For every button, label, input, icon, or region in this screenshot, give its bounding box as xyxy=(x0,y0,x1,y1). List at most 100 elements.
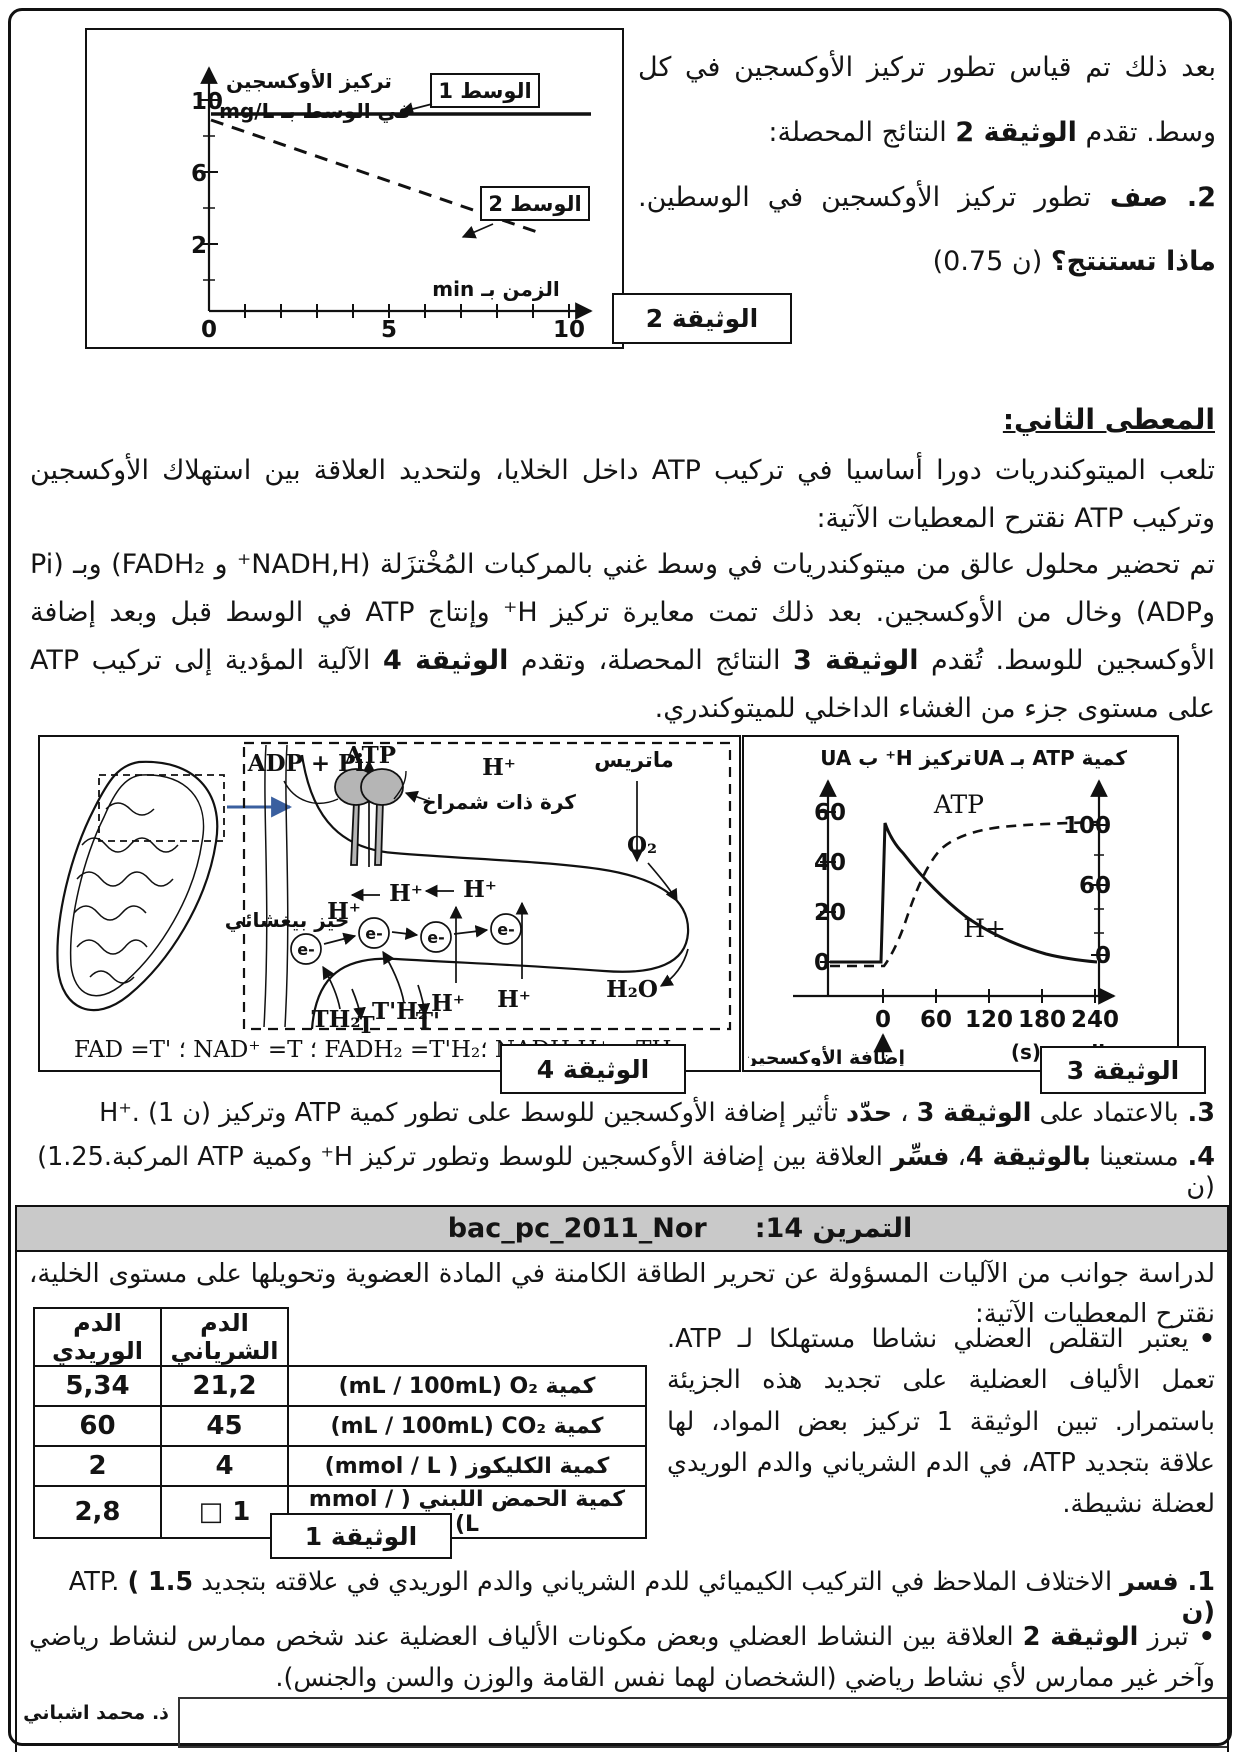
stalked-sphere-arrow xyxy=(404,790,435,804)
question-3: 3. بالاعتماد على الوثيقة 3 ، حدّد تأثير … xyxy=(99,1098,1215,1128)
y-axis-label-1: تركيز الأوكسجين xyxy=(226,68,392,93)
exercise-14-section: التمرين 14: bac_pc_2011_Nor لدراسة جوانب… xyxy=(15,1205,1229,1752)
matrix-label: ماتريس xyxy=(594,748,673,772)
electron-chain: e- e- e- e- xyxy=(290,913,522,965)
atp-hplus-chart: 60 40 20 0 100 60 0 0 60 120 180 240 ترك… xyxy=(748,746,1127,1066)
stalked-sphere-label: كرة ذات شمراخ xyxy=(422,790,576,814)
table-row: كمية CO₂‏ (mL / 100mL) 45 60 xyxy=(33,1405,647,1447)
right-tick-60: 60 xyxy=(1079,873,1111,899)
h-plus-curve xyxy=(830,822,1098,964)
question-1: 1. فسر الاختلاف الملاحظ في التركيب الكيم… xyxy=(68,1567,1215,1627)
lactic-arterial-value: □ 1 xyxy=(160,1485,289,1539)
atp-label: ATP xyxy=(344,742,396,769)
right-ticks xyxy=(1091,824,1107,956)
right-tick-100: 100 xyxy=(1063,813,1111,839)
x-tick-240: 240 xyxy=(1071,1007,1119,1033)
top-paragraph: بعد ذلك تم قياس تطور تركيز الأوكسجين في … xyxy=(638,36,1216,295)
y-tick-2: 2 xyxy=(191,233,207,259)
tprime-label: T' xyxy=(416,1008,440,1035)
x-tick-10: 10 xyxy=(553,317,585,343)
table-row: كمية الكليكوز ( mmol / L) 4 2 xyxy=(33,1445,647,1487)
medium2-label: الوسط 2 xyxy=(488,192,581,216)
atp-curve-label: ATP xyxy=(933,790,984,819)
left-ticks xyxy=(820,811,836,963)
intro-sentence: بعد ذلك تم قياس تطور تركيز الأوكسجين في … xyxy=(638,52,1216,148)
h-plus-label: H⁺ xyxy=(431,990,465,1017)
given2-paragraph-1: تلعب الميتوكندريات دورا أساسيا في تركيب … xyxy=(30,455,1215,535)
h-plus-label: H⁺ xyxy=(463,876,497,903)
row-label-o2: كمية O₂‏ (mL / 100mL) xyxy=(287,1365,647,1407)
electron-3: e- xyxy=(427,928,445,947)
bullet-icon: • xyxy=(1198,1324,1215,1354)
atp-synthase-icon xyxy=(334,768,404,866)
mitochondrion-diagram: ADP + Pi ATP H⁺ ماتريس كرة ذات شمراخ حيز… xyxy=(56,741,732,1063)
exercise-14-title-band: التمرين 14: bac_pc_2011_Nor xyxy=(17,1207,1227,1252)
exercise-number: التمرين 14: xyxy=(754,1213,913,1244)
h-plus-label: H⁺ xyxy=(497,986,531,1013)
lactic-venous-value: 2,8 xyxy=(33,1485,162,1539)
row-label-glucose: كمية الكليكوز ( mmol / L) xyxy=(287,1445,647,1487)
table-corner-cell xyxy=(288,1308,646,1366)
medium1-arrow xyxy=(399,102,433,116)
atp-curve xyxy=(830,820,1099,968)
zoom-selection-rect xyxy=(98,774,225,842)
h-plus-top-label: H⁺ xyxy=(482,754,516,781)
glucose-arterial-value: 4 xyxy=(160,1445,289,1487)
question-1-score: ( 1.5 ن) xyxy=(127,1567,1215,1627)
question-3-score: (1 ن) xyxy=(148,1098,211,1128)
x-axis-label: الزمن بـ min xyxy=(432,277,559,301)
h-plus-label: H⁺ xyxy=(327,898,361,925)
medium1-label: الوسط 1 xyxy=(438,79,531,103)
doc2-chart-panel: 10 6 2 0 5 10 الزمن بـ min تركيز الأوكسج… xyxy=(85,28,624,349)
medium2-arrow xyxy=(461,223,494,239)
adp-pi-label: ADP + Pi xyxy=(247,750,365,777)
h2o-label: H₂O xyxy=(606,976,658,1003)
outer-membrane xyxy=(263,744,289,1028)
bullet-2: •تبرز الوثيقة 2 العلاقة بين النشاط العضل… xyxy=(29,1622,1215,1694)
x-tick-180: 180 xyxy=(1018,1007,1066,1033)
question-2: 2. صف تطور تركيز الأوكسجين في الوسطين. م… xyxy=(638,181,1216,278)
question-2-score: (0.75 ن) xyxy=(932,246,1043,278)
col-header-venous: الدم الوريدي xyxy=(33,1307,162,1367)
inner-membrane-fold xyxy=(300,754,690,1030)
left-tick-40: 40 xyxy=(814,850,846,876)
right-tick-0: 0 xyxy=(1095,943,1111,969)
glucose-venous-value: 2 xyxy=(33,1445,162,1487)
doc2-oxygen-chart: 10 6 2 0 5 10 الزمن بـ min تركيز الأوكسج… xyxy=(191,66,593,343)
axes xyxy=(200,66,593,320)
h-plus-label: H⁺ xyxy=(389,880,423,907)
doc3-label: الوثيقة 3 xyxy=(1040,1046,1206,1094)
x-ticks xyxy=(882,989,1096,1003)
doc3-chart-panel: 60 40 20 0 100 60 0 0 60 120 180 240 ترك… xyxy=(742,735,1179,1072)
atp-connector xyxy=(393,770,407,800)
proton-flux: H⁺ H⁺ H⁺ H⁺ H⁺ xyxy=(327,876,531,1017)
x-tick-0: 0 xyxy=(201,317,217,343)
left-tick-60: 60 xyxy=(814,800,846,826)
question-4: 4. مستعينا بالوثيقة 4، فسِّر العلاقة بين… xyxy=(37,1142,1215,1202)
y-ticks xyxy=(200,99,218,281)
detail-box xyxy=(242,741,732,1031)
h-plus-curve-label: H+ xyxy=(963,914,1006,943)
footer-rule xyxy=(178,1697,1227,1748)
electron-2: e- xyxy=(365,924,383,943)
doc4-label: الوثيقة 4 xyxy=(500,1044,686,1094)
electron-1: e- xyxy=(297,940,315,959)
adp-connector xyxy=(283,780,339,804)
x-ticks xyxy=(244,304,570,318)
right-axis-title: كمية ATP بـ UA xyxy=(973,746,1127,770)
oxygen-addition-label: إضافة الأوكسجين xyxy=(748,1046,905,1066)
x-tick-120: 120 xyxy=(965,1007,1013,1033)
given2-heading: المعطى الثاني: xyxy=(1002,403,1215,436)
medium2-label-box xyxy=(480,186,590,221)
footer-author: ذ. محمد اشباني xyxy=(23,1702,169,1724)
col-header-arterial: الدم الشرياني xyxy=(160,1307,289,1367)
left-tick-20: 20 xyxy=(814,900,846,926)
co2-venous-value: 60 xyxy=(33,1405,162,1447)
y-axis-label-2: في الوسط بـ mg/L xyxy=(219,99,411,124)
axes xyxy=(793,779,1116,1005)
o2-venous-value: 5,34 xyxy=(33,1365,162,1407)
doc1-label: الوثيقة 1 xyxy=(270,1513,452,1559)
bullet-1: •يعتبر التقلص العضلي نشاطا مستهلكا لـ AT… xyxy=(667,1324,1216,1520)
y-tick-6: 6 xyxy=(191,161,207,187)
